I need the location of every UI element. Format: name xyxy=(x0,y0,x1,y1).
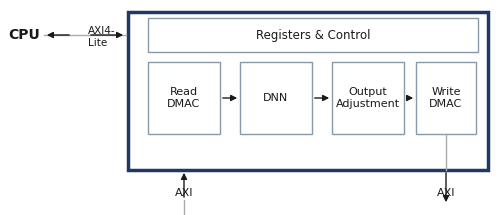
Text: Output
Adjustment: Output Adjustment xyxy=(336,87,400,109)
Text: Registers & Control: Registers & Control xyxy=(256,29,370,41)
Bar xyxy=(148,62,220,134)
Bar xyxy=(128,12,488,170)
Text: AXI: AXI xyxy=(437,188,455,198)
Text: Read
DMAC: Read DMAC xyxy=(168,87,200,109)
Text: Write
DMAC: Write DMAC xyxy=(430,87,462,109)
Text: AXI4-
Lite: AXI4- Lite xyxy=(88,26,116,48)
Text: DNN: DNN xyxy=(264,93,288,103)
Bar xyxy=(240,62,312,134)
Bar xyxy=(416,62,476,134)
Text: AXI: AXI xyxy=(175,188,193,198)
Bar xyxy=(148,18,478,52)
Text: CPU: CPU xyxy=(8,28,40,42)
Bar xyxy=(332,62,404,134)
